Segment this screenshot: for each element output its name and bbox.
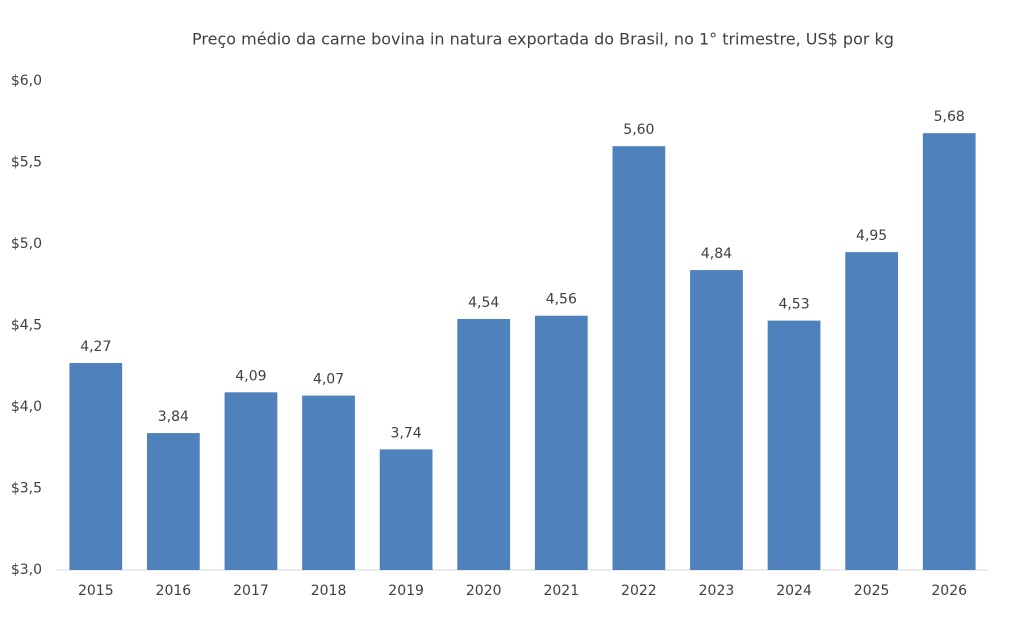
- bar: [69, 362, 123, 570]
- x-tick-label: 2018: [311, 583, 347, 599]
- x-tick-label: 2021: [543, 583, 579, 599]
- bar: [534, 315, 588, 570]
- x-tick-label: 2017: [233, 583, 269, 599]
- y-tick-label: $4,5: [11, 318, 42, 334]
- y-tick-label: $3,0: [11, 562, 42, 578]
- bar: [690, 270, 743, 570]
- value-label: 4,27: [80, 339, 111, 355]
- bar: [845, 252, 899, 570]
- y-tick-label: $3,5: [11, 481, 42, 497]
- bar: [224, 392, 278, 570]
- y-tick-label: $4,0: [11, 399, 42, 415]
- bar: [612, 146, 666, 570]
- value-label: 4,09: [235, 368, 266, 384]
- bar: [146, 433, 200, 570]
- x-tick-label: 2016: [156, 583, 192, 599]
- x-tick-label: 2020: [466, 583, 502, 599]
- bar: [922, 133, 976, 570]
- value-label: 4,84: [701, 246, 732, 262]
- x-tick-label: 2022: [621, 583, 657, 599]
- x-tick-label: 2024: [776, 583, 812, 599]
- x-tick-label: 2025: [854, 583, 890, 599]
- bar: [457, 318, 511, 570]
- x-tick-label: 2019: [388, 583, 424, 599]
- chart-title: Preço médio da carne bovina in natura ex…: [192, 30, 894, 49]
- y-tick-label: $5,5: [11, 155, 42, 171]
- value-label: 4,54: [468, 295, 499, 311]
- value-label: 4,95: [856, 228, 887, 244]
- value-label: 5,60: [623, 122, 654, 138]
- bar: [379, 449, 433, 570]
- value-label: 5,68: [934, 109, 965, 125]
- y-tick-label: $6,0: [11, 73, 42, 89]
- value-label: 3,84: [158, 409, 189, 425]
- bar: [767, 320, 821, 570]
- bar: [302, 395, 355, 570]
- x-tick-label: 2026: [931, 583, 967, 599]
- value-label: 4,56: [546, 292, 577, 308]
- value-label: 3,74: [391, 425, 422, 441]
- x-tick-label: 2023: [699, 583, 735, 599]
- value-label: 4,53: [778, 297, 809, 313]
- y-tick-label: $5,0: [11, 236, 42, 252]
- x-tick-label: 2015: [78, 583, 114, 599]
- value-label: 4,07: [313, 372, 344, 388]
